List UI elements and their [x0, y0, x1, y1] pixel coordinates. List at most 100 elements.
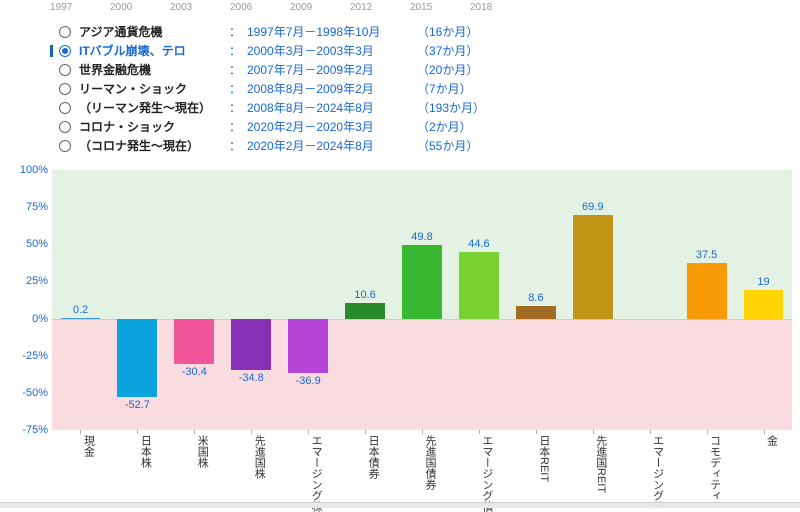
x-slot: 現金 [52, 430, 109, 508]
x-label: 米国株 [194, 435, 210, 468]
bar-slot: 37.5 [678, 170, 735, 430]
event-label: コロナ・ショック [79, 118, 229, 135]
y-tick: 100% [20, 164, 48, 176]
x-label: 先進国債券 [422, 435, 438, 490]
event-period: 2020年2月－2020年3月 [247, 118, 417, 135]
event-radio[interactable] [59, 26, 71, 38]
y-tick: 50% [26, 238, 48, 250]
bar [516, 306, 556, 319]
timeline-year: 2003 [170, 2, 230, 18]
event-duration: （20か月） [417, 61, 478, 78]
event-row[interactable]: （リーマン発生～現在）：2008年8月－2024年8月（193か月） [50, 98, 790, 117]
event-period: 2007年7月－2009年2月 [247, 61, 417, 78]
x-tick [593, 430, 594, 434]
y-tick: 25% [26, 275, 48, 287]
bar-value-label: 44.6 [450, 238, 507, 250]
x-slot: 日本債券 [337, 430, 394, 508]
x-tick [365, 430, 366, 434]
bar-slot: -52.7 [109, 170, 166, 430]
bar-value-label: 69.9 [564, 201, 621, 213]
event-row[interactable]: ITバブル崩壊、テロ：2000年3月－2003年3月（37か月） [50, 41, 790, 60]
event-period: 2008年8月－2009年2月 [247, 80, 417, 97]
bar [459, 252, 499, 318]
bar-value-label: 37.5 [678, 249, 735, 261]
event-duration: （37か月） [417, 42, 478, 59]
bar-slot: 19 [735, 170, 792, 430]
window-bottom-bar [0, 502, 800, 508]
event-label: （リーマン発生～現在） [79, 99, 229, 116]
event-period: 2000年3月－2003年3月 [247, 42, 417, 59]
bar-value-label: -34.8 [223, 372, 280, 384]
bar [231, 319, 271, 371]
x-tick [194, 430, 195, 434]
bar-slot: -30.4 [166, 170, 223, 430]
bar [687, 263, 727, 319]
x-tick [479, 430, 480, 434]
event-period: 2008年8月－2024年8月 [247, 99, 417, 116]
bar-value-label: -36.9 [280, 375, 337, 387]
y-tick: -50% [22, 387, 48, 399]
event-radio[interactable] [59, 64, 71, 76]
x-axis: 現金日本株米国株先進国株エマージング株日本債券先進国債券エマージング債日本REI… [52, 430, 792, 508]
x-tick [137, 430, 138, 434]
event-radio[interactable] [59, 140, 71, 152]
x-tick [650, 430, 651, 434]
event-row[interactable]: コロナ・ショック：2020年2月－2020年3月（2か月） [50, 117, 790, 136]
event-duration: （2か月） [417, 118, 472, 135]
timeline-year: 2009 [290, 2, 350, 18]
x-tick [80, 430, 81, 434]
x-slot: 先進国REIT [564, 430, 621, 508]
x-tick [707, 430, 708, 434]
x-label: 現金 [80, 435, 96, 457]
event-row[interactable]: アジア通貨危機：1997年7月－1998年10月（16か月） [50, 22, 790, 41]
event-colon: ： [229, 42, 247, 59]
y-tick: 0% [32, 313, 48, 325]
x-label: 日本債券 [365, 435, 381, 479]
event-row[interactable]: 世界金融危機：2007年7月－2009年2月（20か月） [50, 60, 790, 79]
x-slot: 先進国債券 [394, 430, 451, 508]
event-radio[interactable] [59, 83, 71, 95]
bar-slot: 44.6 [450, 170, 507, 430]
bar-slot: 0.2 [52, 170, 109, 430]
x-slot: 日本株 [109, 430, 166, 508]
bar-value-label: -30.4 [166, 366, 223, 378]
event-radio[interactable] [59, 45, 71, 57]
y-tick: -25% [22, 350, 48, 362]
event-period: 2020年2月－2024年8月 [247, 137, 417, 154]
bar-slot: 8.6 [507, 170, 564, 430]
x-tick [251, 430, 252, 434]
event-row[interactable]: （コロナ発生～現在）：2020年2月－2024年8月（55か月） [50, 136, 790, 155]
y-tick: 75% [26, 201, 48, 213]
bar [288, 319, 328, 374]
x-tick [536, 430, 537, 434]
event-colon: ： [229, 61, 247, 78]
bar-slot: 10.6 [337, 170, 394, 430]
bar [117, 319, 157, 397]
timeline-year: 2015 [410, 2, 470, 18]
x-slot: エマージングR [621, 430, 678, 508]
x-slot: 日本REIT [507, 430, 564, 508]
bar-value-label: 19 [735, 276, 792, 288]
bar-slot: -36.9 [280, 170, 337, 430]
event-radio[interactable] [59, 121, 71, 133]
bar [573, 215, 613, 319]
x-tick [422, 430, 423, 434]
event-duration: （16か月） [417, 23, 478, 40]
x-label: 日本株 [137, 435, 153, 468]
bar-slot: -34.8 [223, 170, 280, 430]
bar-slot [621, 170, 678, 430]
event-label: 世界金融危機 [79, 61, 229, 78]
event-row[interactable]: リーマン・ショック：2008年8月－2009年2月（7か月） [50, 79, 790, 98]
x-label: コモディティ [707, 435, 723, 501]
event-radio[interactable] [59, 102, 71, 114]
x-label: 日本REIT [536, 435, 552, 482]
x-slot: 金 [735, 430, 792, 508]
x-label: 先進国株 [251, 435, 267, 479]
bar-chart: 0.2-52.7-30.4-34.8-36.910.649.844.68.669… [52, 170, 792, 430]
event-colon: ： [229, 137, 247, 154]
bar-value-label: 0.2 [52, 304, 109, 316]
event-list: アジア通貨危機：1997年7月－1998年10月（16か月）ITバブル崩壊、テロ… [50, 22, 790, 155]
bar-value-label: 10.6 [337, 289, 394, 301]
bar-value-label: 8.6 [507, 292, 564, 304]
timeline-year: 2012 [350, 2, 410, 18]
